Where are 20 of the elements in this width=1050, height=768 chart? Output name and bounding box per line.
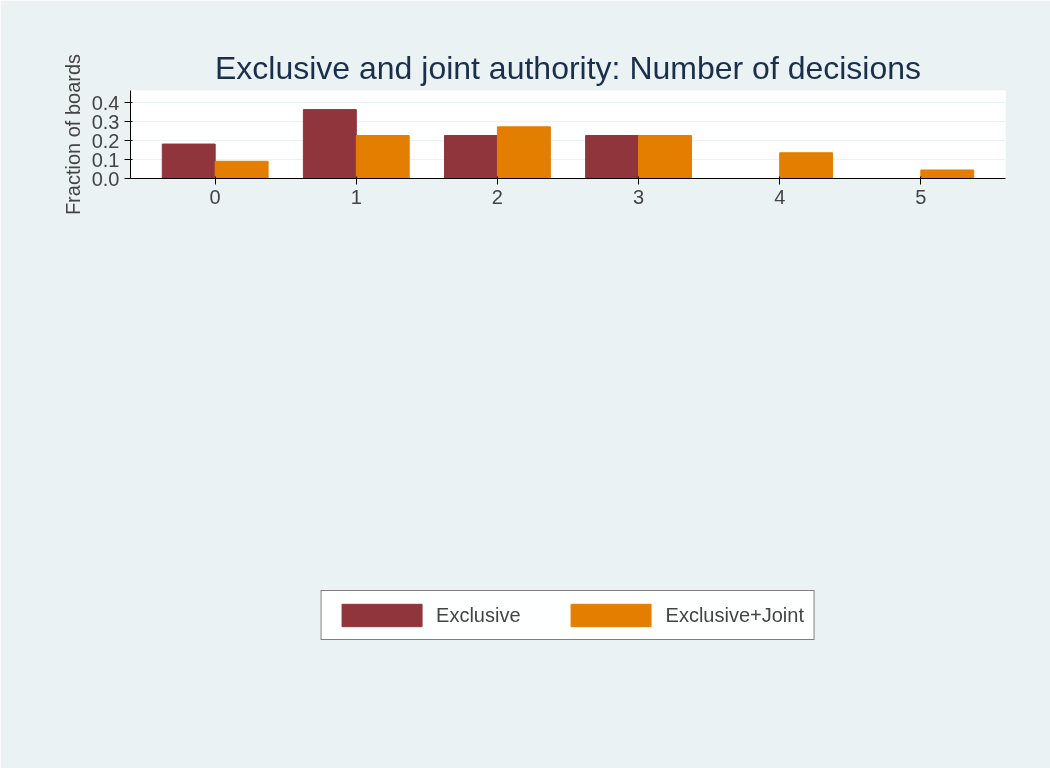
- x-tick-label: 5: [915, 185, 927, 208]
- chart-title: Exclusive and joint authority: Number of decisions: [214, 49, 922, 86]
- bar: [920, 169, 975, 179]
- bar: [496, 126, 551, 179]
- bar: [779, 152, 834, 179]
- legend-label: Exclusive: [436, 603, 521, 627]
- bar: [444, 135, 498, 179]
- bar: [355, 135, 410, 179]
- bar: [214, 160, 269, 179]
- bar: [638, 135, 692, 179]
- bar: [302, 109, 357, 179]
- x-tick-label: 4: [774, 185, 786, 208]
- bar: [585, 135, 640, 179]
- x-tick-label: 2: [491, 185, 503, 208]
- bar: [161, 143, 216, 179]
- x-tick-label: 3: [633, 185, 645, 208]
- legend-label: Exclusive+Joint: [665, 603, 804, 627]
- x-tick-label: 0: [209, 185, 221, 208]
- x-tick-label: 1: [350, 185, 362, 208]
- y-axis-title: Fraction of boards: [61, 53, 84, 216]
